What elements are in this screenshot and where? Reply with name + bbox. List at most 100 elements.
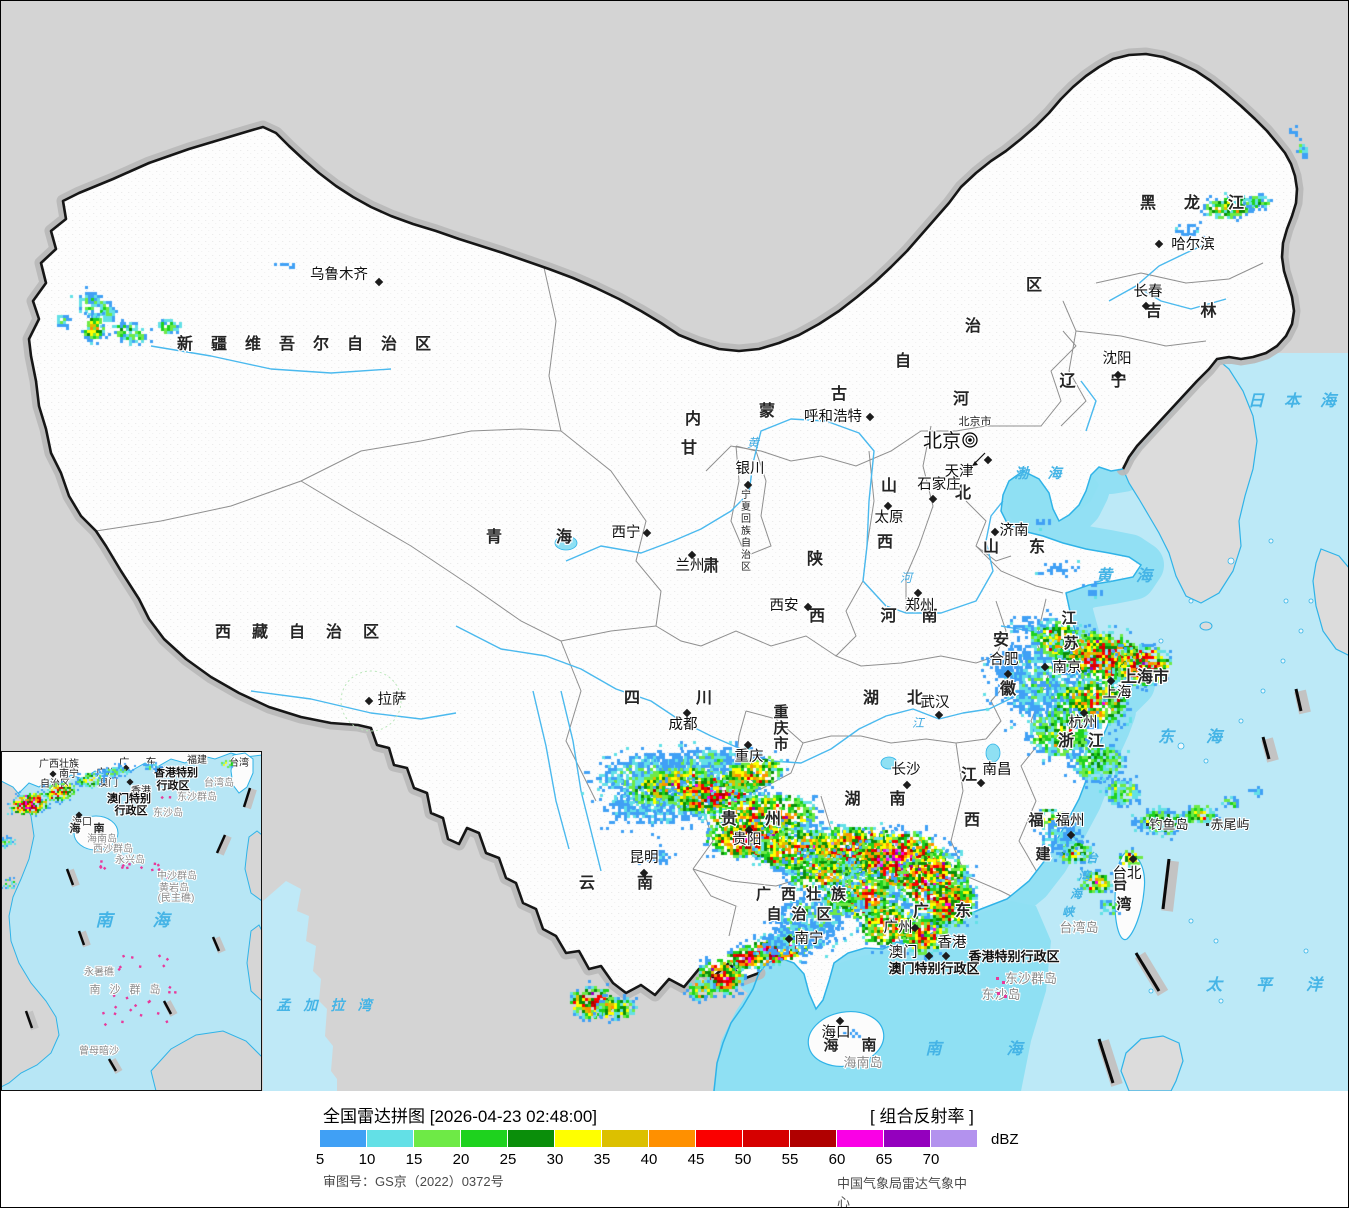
city-marker — [682, 708, 692, 718]
map-label: 沈阳 — [1103, 350, 1132, 367]
map-label: 西宁 — [612, 524, 641, 541]
map-label: 自 — [766, 905, 781, 923]
map-label: 自 — [895, 351, 911, 370]
map-label: 市 — [773, 735, 788, 753]
map-label: 福州 — [1056, 812, 1085, 829]
map-label: 上海市 — [1121, 667, 1169, 686]
source-text: 中国气象局雷达气象中心 — [837, 1176, 968, 1208]
map-label: 贵阳 — [733, 831, 762, 848]
map-label: 南 — [889, 789, 905, 808]
map-label: 台北 — [1113, 865, 1142, 882]
map-label: 壮 — [806, 885, 821, 903]
map-label: 台湾 — [229, 756, 249, 769]
map-label: 古 — [831, 384, 847, 403]
capital-symbol — [962, 432, 978, 448]
city-marker — [1003, 669, 1013, 679]
map-label: 东沙岛 — [153, 806, 183, 819]
map-label: 海 — [1206, 728, 1225, 746]
map-label: 广 — [913, 901, 929, 920]
map-label: 山 — [881, 477, 897, 495]
map-label: 杭州 — [1069, 714, 1098, 731]
legend-swatch — [367, 1130, 414, 1147]
map-label: 青 — [486, 527, 502, 546]
legend-swatch — [320, 1130, 367, 1147]
legend-tick: 45 — [687, 1151, 705, 1168]
map-label: 安 — [993, 630, 1009, 649]
map-label: 陕 — [807, 549, 823, 568]
map-label: 海 — [1136, 567, 1155, 585]
map-label: 湾 — [1078, 869, 1093, 883]
map-label: 孟 — [277, 997, 292, 1013]
map-label: 治 — [326, 622, 342, 641]
map-label: 林 — [1200, 301, 1216, 320]
map-label: 哈尔滨 — [1171, 236, 1215, 253]
map-label: 南宁 — [795, 930, 824, 947]
map-label: 河 — [900, 571, 914, 585]
city-marker — [983, 455, 993, 465]
map-label: 石家庄 — [917, 475, 961, 493]
map-label: 龙 — [1183, 193, 1200, 212]
legend-tick: 25 — [499, 1151, 517, 1168]
map-label: 江 — [912, 716, 926, 730]
map-label: 拉萨 — [378, 691, 407, 708]
map-label: 郑州 — [906, 597, 935, 614]
map-label: 江 — [1088, 732, 1104, 750]
map-label: 湾 — [358, 997, 375, 1013]
map-label: 台湾岛 — [1059, 920, 1098, 935]
map-label: 福 — [1027, 811, 1043, 829]
map-label: 江 — [1061, 609, 1076, 627]
inset-island-marker — [174, 991, 177, 994]
map-title: 全国雷达拼图 [2026-04-23 02:48:00] — [323, 1107, 598, 1126]
map-label: 东沙群岛 — [1005, 971, 1057, 986]
map-label: 海口 — [822, 1024, 851, 1041]
map-label: 海 — [1070, 887, 1084, 901]
city-marker — [364, 696, 374, 706]
map-label: 兰州 — [676, 557, 705, 574]
island-marker — [997, 992, 1000, 995]
map-label: 重 — [773, 703, 788, 721]
map-label: 上海 — [1103, 684, 1132, 701]
inset-island-marker — [153, 862, 157, 866]
map-label: 湖 — [844, 790, 860, 808]
map-label: 东 — [1029, 537, 1045, 556]
map-label: 区 — [1026, 276, 1042, 294]
map-label: 行政区 — [114, 803, 148, 817]
map-label: 回 — [741, 513, 751, 525]
map-label: 族 — [831, 885, 847, 903]
map-label: 太 — [1205, 976, 1224, 994]
map-label: 西 — [781, 886, 796, 903]
map-label: 福建 — [187, 753, 207, 766]
city-marker — [883, 501, 893, 511]
license-text: 审图号：GS京（2022）0372号 — [323, 1174, 504, 1189]
city-marker — [976, 778, 986, 788]
map-label: (民主礁) — [158, 891, 195, 904]
inset-island-marker — [168, 990, 171, 994]
map-label: 西 — [809, 607, 825, 625]
map-label: 行政区 — [156, 778, 190, 792]
city-marker — [913, 588, 923, 598]
map-label: 渤 — [1015, 465, 1031, 481]
map-label: 区 — [363, 623, 379, 641]
map-label: 永暑礁 — [84, 965, 114, 978]
map-label: 河 — [880, 606, 896, 625]
map-label: 重庆 — [735, 748, 764, 765]
map-label: 江 — [961, 766, 977, 784]
city-marker — [1040, 662, 1050, 672]
map-label: 海 — [1048, 465, 1065, 481]
map-label: 区 — [415, 335, 431, 353]
map-label: 黄 — [747, 436, 761, 450]
legend-swatch — [414, 1130, 461, 1147]
map-label: 台湾岛 — [204, 776, 234, 789]
map-label: 治 — [381, 334, 397, 353]
map-label: 日 — [1248, 393, 1265, 410]
map-label: 南 — [861, 1036, 876, 1054]
map-label: 武汉 — [921, 694, 950, 711]
chiwei-dot — [1206, 823, 1209, 826]
map-label: 成都 — [669, 716, 698, 733]
map-label: 海 — [1006, 1040, 1025, 1058]
south-china-sea-inset: 广西壮族 自治区 南宁广东广州 澳门 香港 香港特别 行政区 澳门特别 行政区 福建 台湾 台湾岛 东沙… — [1, 751, 262, 1091]
city-marker — [784, 934, 794, 944]
map-label: 曾母暗沙 — [79, 1044, 119, 1057]
